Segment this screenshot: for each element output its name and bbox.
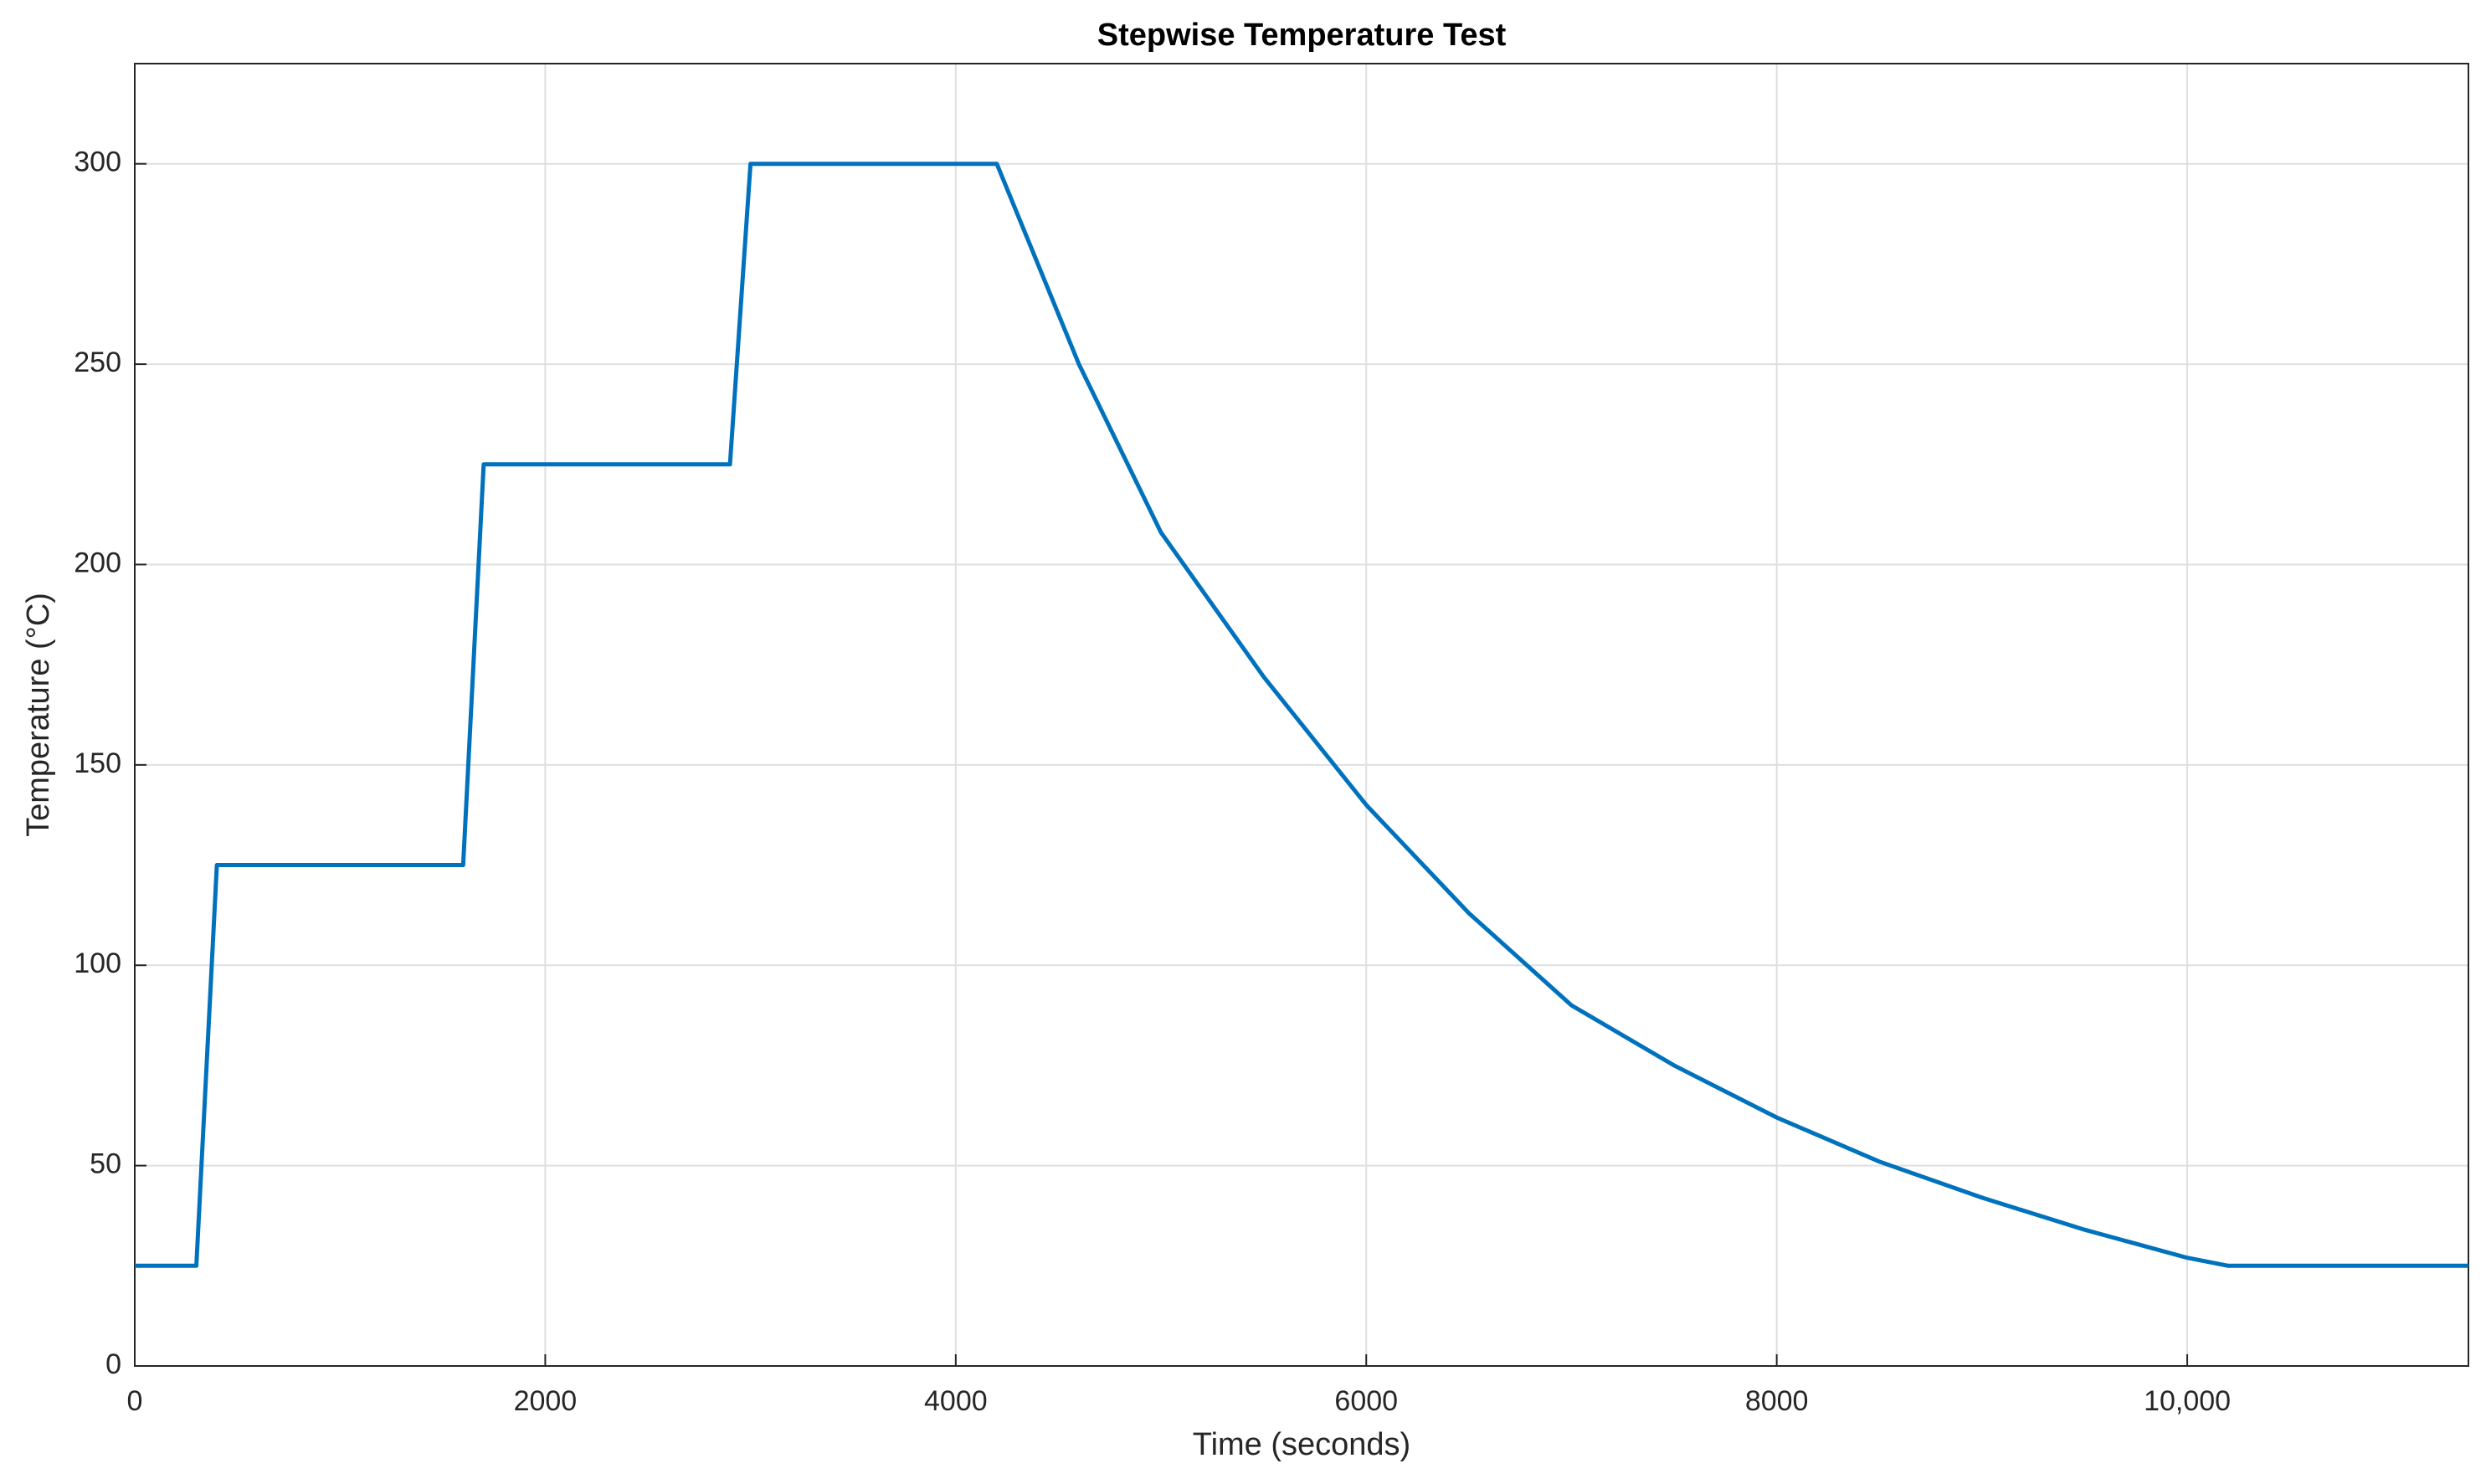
y-tick-label: 50 xyxy=(90,1148,121,1180)
x-tick-label: 0 xyxy=(127,1385,143,1417)
chart-title: Stepwise Temperature Test xyxy=(1097,18,1507,53)
x-axis-label: Time (seconds) xyxy=(1193,1427,1410,1462)
x-tick-label: 8000 xyxy=(1745,1385,1809,1417)
plot-frame xyxy=(134,63,2469,1367)
x-tick-label: 4000 xyxy=(924,1385,988,1417)
y-axis-label: Temperature (°C) xyxy=(21,593,56,837)
data-line xyxy=(135,162,2468,1268)
y-tick-label: 250 xyxy=(74,347,121,378)
y-tick-label: 300 xyxy=(74,146,121,178)
x-tick-label: 2000 xyxy=(514,1385,578,1417)
y-tick-label: 200 xyxy=(74,547,121,578)
y-tick-label: 100 xyxy=(74,947,121,979)
x-tick-label: 6000 xyxy=(1334,1385,1398,1417)
y-tick-label: 0 xyxy=(105,1348,121,1380)
y-tick-label: 150 xyxy=(74,747,121,779)
x-tick-label: 10,000 xyxy=(2144,1385,2231,1417)
